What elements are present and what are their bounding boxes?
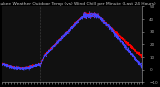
Title: Milwaukee Weather Outdoor Temp (vs) Wind Chill per Minute (Last 24 Hours): Milwaukee Weather Outdoor Temp (vs) Wind…: [0, 2, 156, 6]
